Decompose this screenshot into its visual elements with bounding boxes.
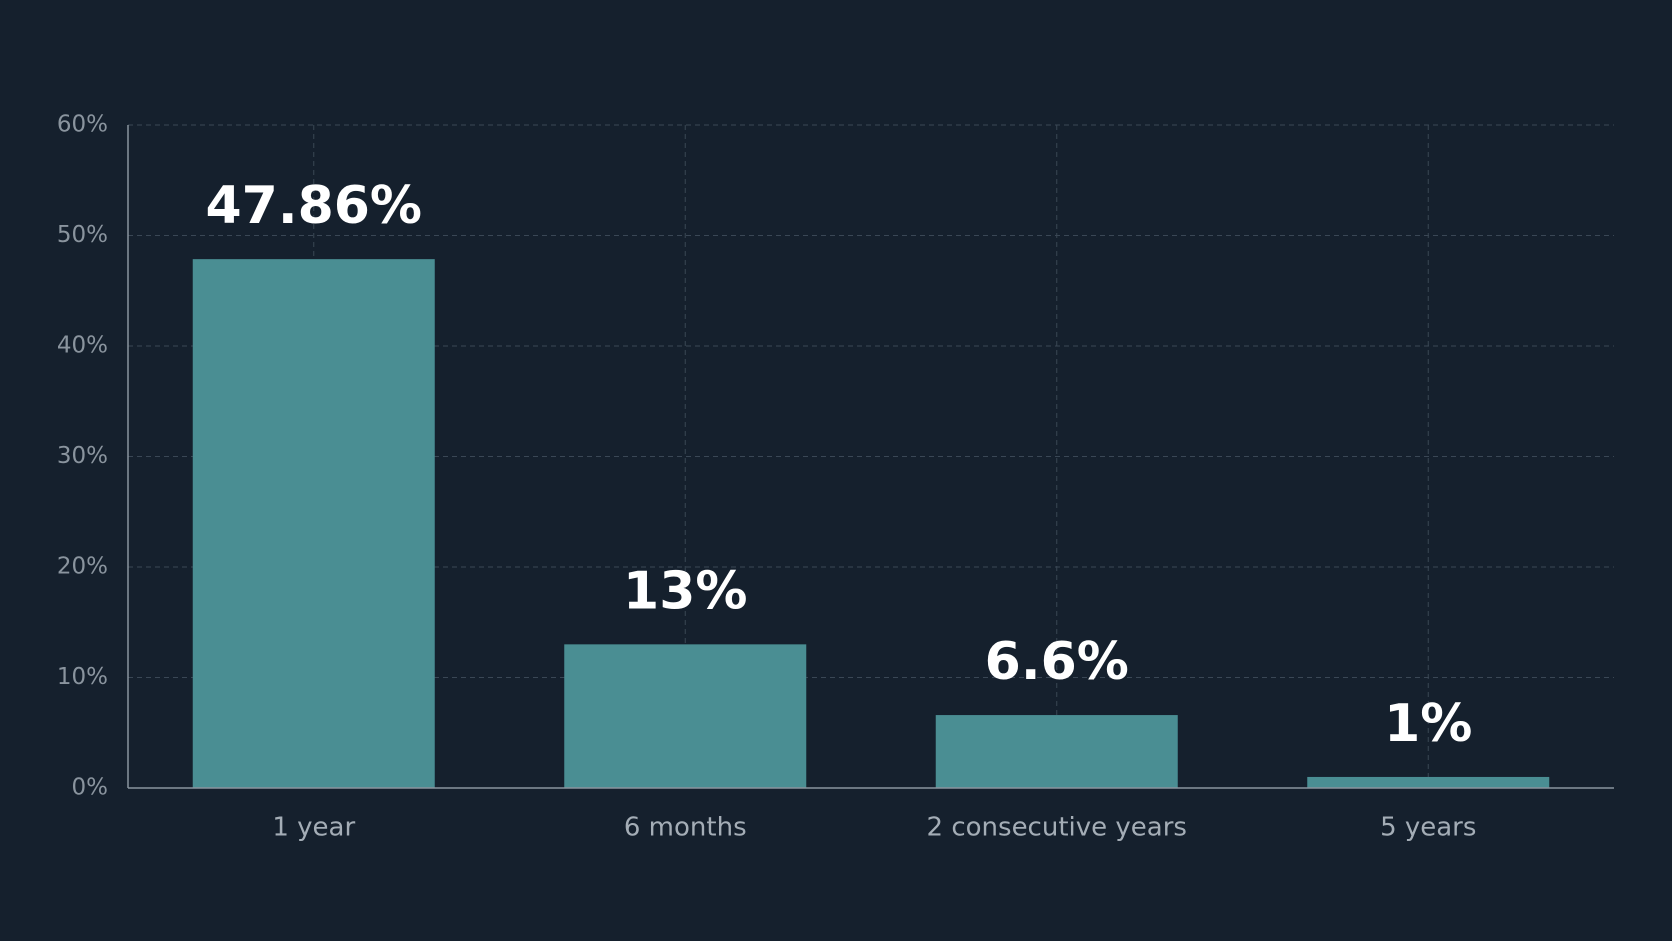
value-label: 13% xyxy=(623,561,747,621)
value-label: 6.6% xyxy=(985,632,1129,692)
y-tick-label: 60% xyxy=(57,112,108,138)
bar xyxy=(935,715,1178,788)
x-tick-label: 5 years xyxy=(1380,813,1476,843)
y-tick-label: 40% xyxy=(57,333,108,359)
bar xyxy=(564,644,807,788)
x-tick-label: 6 months xyxy=(624,813,747,843)
y-tick-label: 10% xyxy=(57,664,108,690)
y-tick-label: 0% xyxy=(72,775,109,801)
value-label: 1% xyxy=(1384,694,1472,754)
bar xyxy=(192,259,435,789)
x-tick-label: 1 year xyxy=(272,813,355,843)
bar xyxy=(1307,776,1550,788)
y-tick-label: 50% xyxy=(57,222,108,248)
x-tick-label: 2 consecutive years xyxy=(927,813,1187,843)
y-tick-label: 30% xyxy=(57,443,108,469)
value-label: 47.86% xyxy=(205,176,422,236)
y-tick-label: 20% xyxy=(57,554,108,580)
